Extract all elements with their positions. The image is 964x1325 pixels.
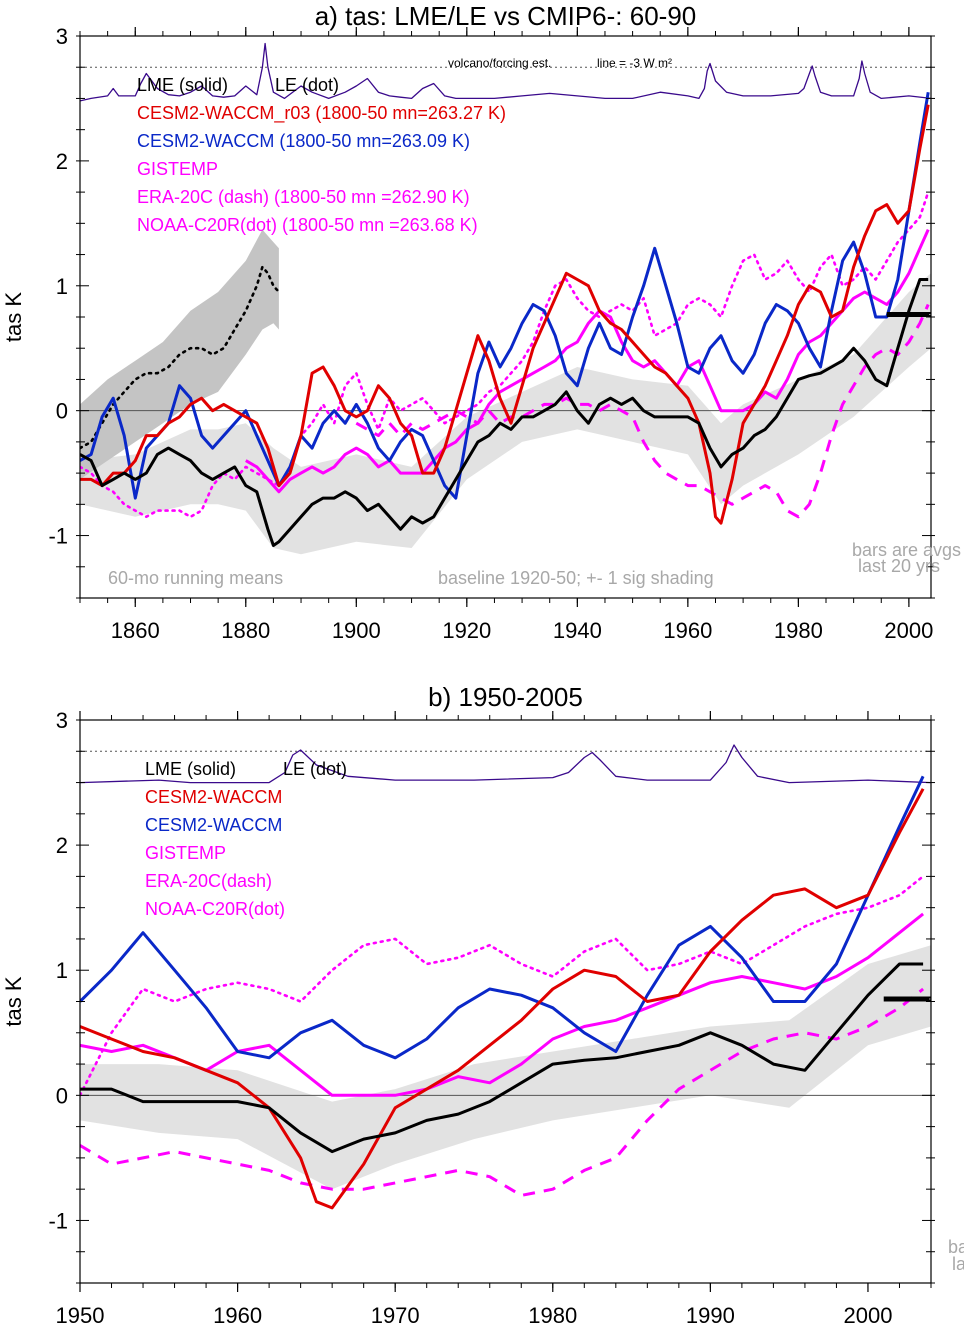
x-tick-label: 1960	[213, 1303, 262, 1325]
legend-entry: GISTEMP	[137, 159, 218, 179]
series-line-cesm2-waccm	[80, 775, 925, 1060]
legend-entry: ERA-20C (dash) (1800-50 mn =262.90 K)	[137, 187, 470, 207]
series-line-cesm2-waccm-r03	[80, 104, 930, 525]
y-tick-label: 3	[56, 24, 68, 49]
legend-entry: NOAA-C20R(dot) (1800-50 mn =263.68 K)	[137, 215, 478, 235]
legend-entry: ERA-20C(dash)	[145, 871, 272, 891]
chart-panel-a: -1 0 1 2 3 1860 1880 1900 1920 1940 1960 1980 2000 a)…	[1, 1, 961, 643]
y-tick-label: 3	[56, 708, 68, 733]
chart-title: a) tas: LME/LE vs CMIP6-: 60-90	[315, 1, 696, 31]
legend-entry: NOAA-C20R(dot)	[145, 899, 285, 919]
legend-header-le: LE (dot)	[283, 759, 347, 779]
note-last-yrs-truncated: la	[952, 1254, 964, 1274]
series-line-lme	[80, 278, 929, 547]
y-tick-label: -1	[48, 524, 68, 549]
forcing-note: volcano/forcing est.	[448, 56, 551, 70]
note-running-means: 60-mo running means	[108, 568, 283, 588]
x-tick-label: 1900	[332, 618, 381, 643]
legend-entry: CESM2-WACCM_r03 (1800-50 mn=263.27 K)	[137, 103, 506, 124]
y-axis-label: tas K	[1, 292, 26, 342]
x-tick-label: 2000	[843, 1303, 892, 1325]
lme-sigma-shading	[80, 945, 931, 1190]
series-line-gistemp	[80, 912, 925, 1097]
forcing-estimate-line	[80, 42, 931, 102]
y-axis-label: tas K	[1, 976, 26, 1026]
legend-entry: CESM2-WACCM	[145, 815, 282, 835]
y-tick-label: -1	[48, 1208, 68, 1233]
x-tick-label: 1920	[442, 618, 491, 643]
series-line-noaa-c20r	[80, 875, 925, 1097]
x-tick-label: 1990	[686, 1303, 735, 1325]
forcing-estimate-line	[80, 744, 931, 784]
x-tick-label: 1960	[663, 618, 712, 643]
series-line-lme	[80, 962, 924, 1154]
x-tick-label: 1950	[56, 1303, 105, 1325]
x-tick-label: 1940	[553, 618, 602, 643]
y-tick-label: 0	[56, 399, 68, 424]
y-tick-label: 1	[56, 274, 68, 299]
legend-header-lme: LME (solid)	[137, 75, 228, 95]
legend-entry: GISTEMP	[145, 843, 226, 863]
note-baseline: baseline 1920-50; +- 1 sig shading	[438, 568, 714, 588]
x-tick-label: 1970	[371, 1303, 420, 1325]
series-line-era-20c	[355, 303, 930, 519]
x-tick-label: 1980	[528, 1303, 577, 1325]
note-bars-avgs-truncated: ba	[948, 1237, 964, 1257]
series-line-cesm2-waccm	[80, 91, 930, 500]
plot-area	[80, 744, 931, 1210]
legend-entry: CESM2-WACCM (1800-50 mn=263.09 K)	[137, 131, 470, 151]
note-bars-avgs: bars are avgs	[852, 540, 961, 560]
x-tick-label: 1860	[111, 618, 160, 643]
series-line-gistemp	[245, 228, 930, 494]
y-tick-label: 2	[56, 149, 68, 174]
legend-header-le: LE (dot)	[275, 75, 339, 95]
x-tick-label: 1880	[221, 618, 270, 643]
note-last-20-yrs: last 20 yrs	[858, 556, 940, 576]
chart-panel-b: -1 0 1 2 3 1950 1960 1970 1980 1990 2000 b) 1950-20…	[1, 682, 964, 1325]
x-tick-label: 1980	[774, 618, 823, 643]
plot-area	[80, 42, 931, 555]
forcing-line-note: line = -3 W m²	[597, 56, 672, 70]
y-tick-label: 1	[56, 958, 68, 983]
legend-header-lme: LME (solid)	[145, 759, 236, 779]
series-line-era-20c	[80, 987, 925, 1197]
series-line-cesm2-waccm-r03	[80, 788, 925, 1210]
y-tick-label: 0	[56, 1083, 68, 1108]
legend-entry: CESM2-WACCM	[145, 787, 282, 807]
series-line-noaa-c20r	[80, 190, 930, 519]
y-tick-label: 2	[56, 833, 68, 858]
chart-title: b) 1950-2005	[428, 682, 583, 712]
x-tick-label: 2000	[884, 618, 933, 643]
series-line-le	[80, 265, 281, 450]
